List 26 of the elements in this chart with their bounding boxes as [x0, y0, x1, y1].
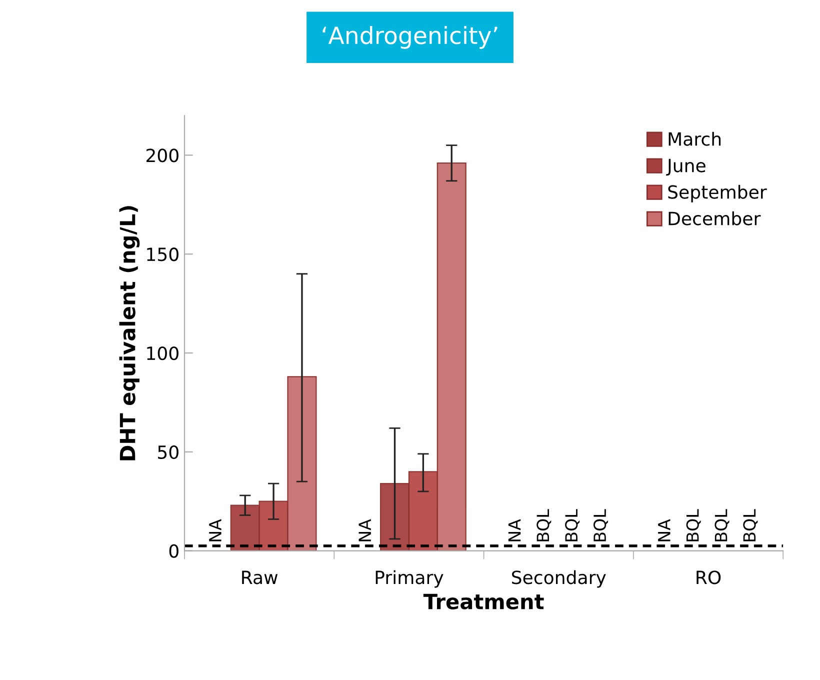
- legend-label: March: [668, 132, 721, 146]
- legend-label: June: [666, 158, 706, 176]
- text: BQL: [594, 509, 608, 542]
- x-tick-label: Secondary: [512, 570, 606, 588]
- text: BQL: [565, 509, 580, 542]
- x-tick-label: Raw: [242, 570, 278, 584]
- y-axis-title: DHT equivalent (ng/L): [119, 206, 140, 460]
- text: NA: [209, 519, 222, 542]
- text: NA: [658, 519, 670, 542]
- text: BQL: [536, 509, 552, 542]
- text: BQL: [743, 509, 758, 542]
- x-axis-title: Treatment: [423, 594, 544, 610]
- text: NA: [508, 519, 521, 542]
- y-tick-label: 150: [147, 248, 178, 262]
- y-tick-label: 0: [169, 544, 178, 558]
- x-tick-label: RO: [696, 570, 721, 584]
- chart-title: ‘Androgenicity’: [322, 26, 498, 49]
- legend-label: December: [668, 211, 761, 226]
- text: BQL: [686, 509, 701, 542]
- text: NA: [358, 519, 371, 542]
- x-tick-label: Primary: [376, 570, 444, 588]
- y-tick-label: 200: [146, 148, 178, 162]
- y-tick-label: 100: [147, 346, 178, 360]
- text: BQL: [714, 509, 730, 542]
- y-tick-label: 50: [158, 445, 178, 460]
- legend-label: September: [668, 184, 767, 202]
